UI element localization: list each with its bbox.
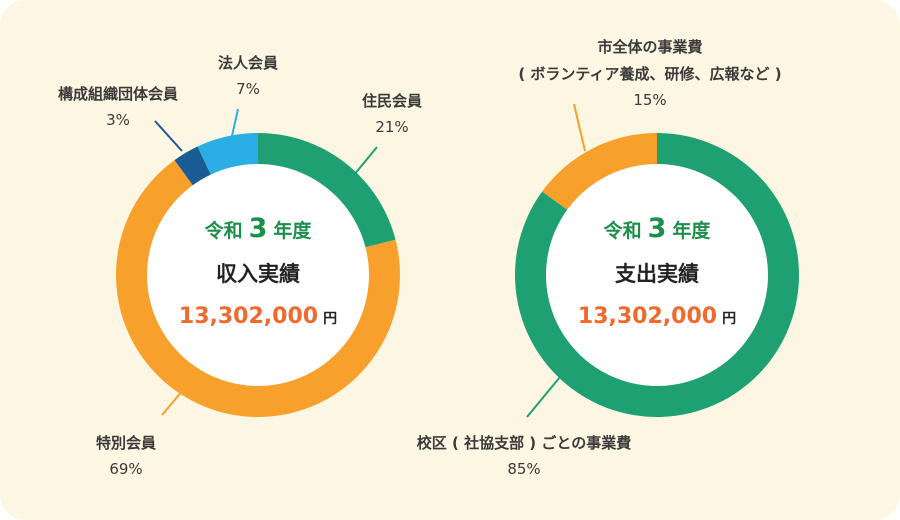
- expense-year-prefix: 令和: [604, 219, 642, 242]
- leader-line-special: [161, 389, 184, 416]
- expense-unit: 円: [722, 311, 736, 327]
- slice-label-orgs: 構成組織団体会員: [58, 85, 178, 103]
- slice-label-special: 特別会員: [96, 434, 156, 452]
- income-year-num: 3: [249, 213, 268, 244]
- expense-title: 支出実績: [615, 262, 699, 286]
- slice-label-citywide: 市全体の事業費: [597, 38, 702, 56]
- slice-pct-corporate: 7%: [236, 80, 260, 98]
- slice-pct-citywide: 15%: [633, 91, 666, 109]
- slice-pct-orgs: 3%: [106, 111, 130, 129]
- slice-label-corporate: 法人会員: [218, 54, 278, 72]
- slice-pct-special: 69%: [109, 460, 142, 478]
- income-year: 令和 3 年度: [205, 213, 313, 244]
- leader-line-residents: [348, 146, 378, 182]
- income-year-suffix: 年度: [273, 219, 312, 242]
- expense-year: 令和 3 年度: [604, 213, 712, 244]
- slice-sublabel-citywide: ( ボランティア養成、研修、広報など ): [518, 65, 781, 83]
- income-unit: 円: [323, 311, 337, 327]
- leader-line-orgs: [154, 120, 183, 152]
- expense-year-num: 3: [648, 213, 667, 244]
- expense-amount: 13,302,000: [578, 304, 717, 329]
- income-donut-hole: [147, 164, 369, 386]
- leader-line-district: [526, 376, 561, 418]
- income-amount-line: 13,302,000 円: [179, 304, 337, 329]
- leader-line-corporate: [231, 108, 239, 137]
- income-amount: 13,302,000: [179, 304, 318, 329]
- income-leader-lines: [154, 108, 378, 416]
- leader-line-citywide: [573, 103, 586, 152]
- slice-label-residents: 住民会員: [362, 92, 422, 110]
- slice-pct-district: 85%: [507, 460, 540, 478]
- expense-amount-line: 13,302,000 円: [578, 304, 736, 329]
- slice-pct-residents: 21%: [375, 118, 408, 136]
- income-title: 収入実績: [216, 262, 300, 286]
- expense-year-suffix: 年度: [672, 219, 711, 242]
- slice-label-district: 校区 ( 社協支部 ) ごとの事業費: [417, 434, 631, 452]
- expense-donut-hole: [546, 164, 768, 386]
- expense-leader-lines: [526, 103, 586, 418]
- income-year-prefix: 令和: [205, 219, 243, 242]
